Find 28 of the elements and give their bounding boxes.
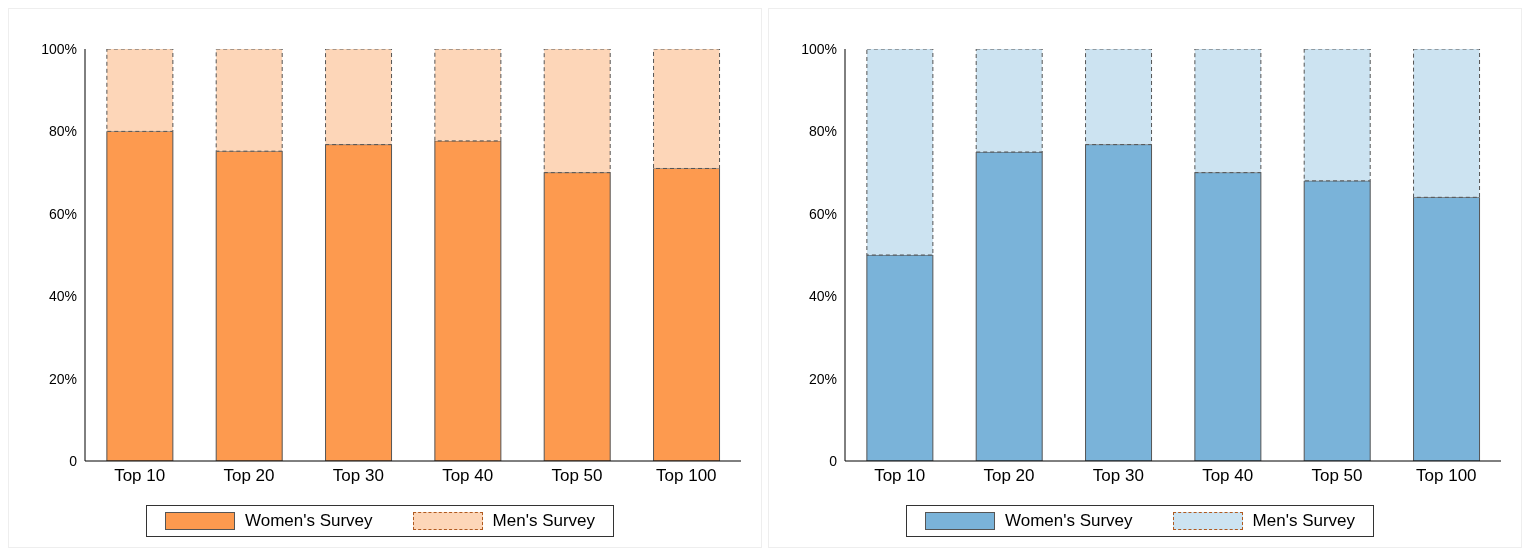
x-tick-label: Top 10 [874,466,926,486]
x-tick-label: Top 50 [1311,466,1363,486]
y-tick-label: 60% [48,205,77,222]
legend-label: Men's Survey [1252,511,1356,531]
legend-label: Women's Survey [244,511,373,531]
x-tick-label: Top 50 [551,466,603,486]
x-tick-label: Top 100 [1416,466,1477,486]
x-tick-label: Top 40 [1202,466,1254,486]
x-tick-label: Top 20 [223,466,275,486]
x-tick-label: Top 100 [656,466,717,486]
y-tick-label: 0 [829,452,838,469]
y-tick-label: 100% [41,40,77,57]
x-tick-label: Top 20 [983,466,1035,486]
y-tick-label: 100% [801,40,837,57]
y-tick-label: 20% [48,370,77,387]
y-tick-label: 80% [48,123,77,140]
legend-label: Men's Survey [492,511,596,531]
x-tick-label: Top 40 [442,466,494,486]
x-tick-label: Top 10 [114,466,166,486]
y-tick-label: 40% [808,288,837,305]
y-tick-label: 0 [69,452,78,469]
y-tick-label: 80% [808,123,837,140]
y-tick-label: 40% [48,288,77,305]
y-tick-label: 60% [808,205,837,222]
x-tick-label: Top 30 [332,466,384,486]
x-tick-label: Top 30 [1092,466,1144,486]
y-tick-label: 20% [808,370,837,387]
legend-label: Women's Survey [1004,511,1133,531]
